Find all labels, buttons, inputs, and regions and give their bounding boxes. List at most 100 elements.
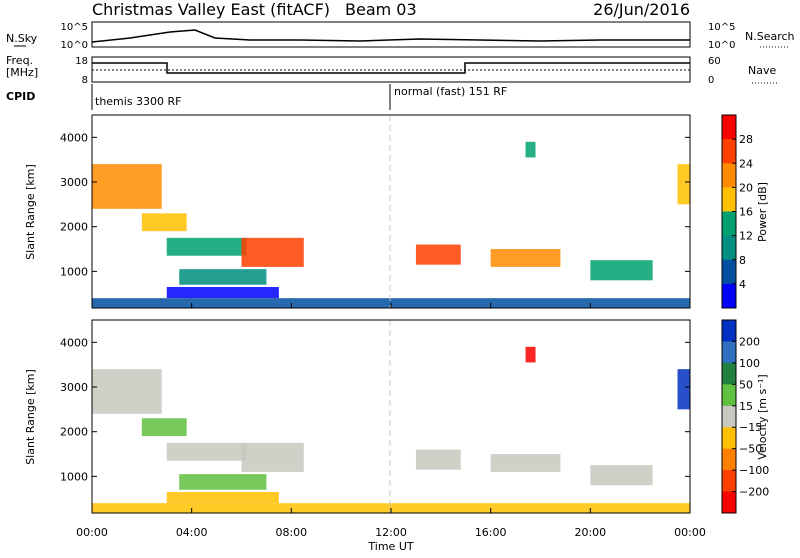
nsky-panel: N.Sky 10^5 10^0 10^5 10^0 N.Search	[6, 21, 795, 51]
velocity-colorbar-tick-label: 100	[739, 357, 760, 370]
nave-tick-bottom: 0	[708, 75, 714, 86]
nave-label: Nave	[748, 64, 776, 77]
power-colorbar-label: Power [dB]	[756, 182, 769, 242]
velocity-colorbar-swatch	[722, 384, 736, 407]
velocity-colorbar-border	[721, 319, 737, 514]
freq-label-2: [MHz]	[6, 66, 38, 79]
nave-tick-top: 60	[708, 56, 721, 67]
power-echo-region	[141, 213, 187, 232]
freq-trace	[92, 62, 690, 74]
power-colorbar-swatch	[722, 115, 736, 140]
power-data-layer	[92, 141, 690, 308]
velocity-ylabel: Slant Range [km]	[24, 369, 37, 465]
power-panel: 1000 2000 3000 4000 Slant Range [km]	[24, 114, 691, 309]
velocity-echo-region	[166, 492, 279, 504]
velocity-colorbar-swatch	[722, 320, 736, 342]
velocity-echo-region	[590, 465, 653, 486]
velocity-echo-region	[166, 442, 247, 461]
velocity-colorbar-tick-label: 200	[739, 335, 760, 348]
nsky-tick-bottom: 10^0	[61, 40, 88, 51]
nsky-label: N.Sky	[6, 32, 38, 45]
power-echo-region	[590, 260, 653, 281]
velocity-colorbar-swatch	[722, 405, 736, 428]
velocity-echo-region	[141, 418, 187, 437]
velocity-ytick-label: 1000	[60, 470, 88, 483]
x-axis-label: Time UT	[367, 540, 413, 553]
x-tick-label: 00:00	[674, 526, 706, 539]
velocity-colorbar-tick-label: 15	[739, 400, 753, 413]
power-colorbar-swatch	[722, 211, 736, 237]
power-colorbar-swatch	[722, 163, 736, 188]
velocity-colorbar-tick-label: −50	[739, 443, 762, 456]
cpid-segment-2: normal (fast) 151 RF	[394, 85, 507, 98]
nsky-trace	[91, 29, 690, 43]
x-tick-label: 12:00	[375, 526, 407, 539]
date-label: 26/Jun/2016	[593, 0, 690, 19]
velocity-colorbar-swatch	[722, 448, 736, 471]
freq-panel: Freq. [MHz] 18 8 60 0 Nave	[6, 54, 778, 86]
velocity-colorbar-swatch	[722, 491, 736, 514]
velocity-colorbar-tick-label: −15	[739, 421, 762, 434]
power-ytick-label: 1000	[60, 265, 88, 278]
power-colorbar-swatch	[722, 259, 736, 285]
power-echo-region	[241, 237, 304, 267]
nsky-tick-top: 10^5	[61, 22, 88, 33]
velocity-ytick-label: 2000	[60, 426, 88, 439]
power-echo-region	[415, 244, 461, 265]
power-ytick-label: 2000	[60, 221, 88, 234]
velocity-colorbar-label: Velocity [m s⁻¹]	[756, 374, 769, 459]
x-tick-label: 04:00	[176, 526, 208, 539]
x-tick-label: 08:00	[275, 526, 307, 539]
velocity-panel: 1000 2000 3000 4000 Slant Range [km]	[24, 319, 691, 514]
time-axis: 00:00 04:00 08:00 12:00 16:00 20:00 00:00	[76, 303, 706, 539]
power-colorbar-swatch	[722, 283, 736, 309]
velocity-echo-region	[415, 449, 461, 470]
power-colorbar-tick-label: 8	[739, 254, 746, 267]
plot-title: Christmas Valley East (fitACF)	[92, 0, 330, 19]
power-colorbar-swatch	[722, 187, 736, 212]
x-tick-label: 20:00	[574, 526, 606, 539]
power-ylabel: Slant Range [km]	[24, 164, 37, 260]
velocity-colorbar-swatch	[722, 470, 736, 493]
cpid-label: CPID	[6, 90, 35, 103]
power-echo-region	[166, 287, 279, 299]
power-colorbar-tick-label: 20	[739, 181, 753, 194]
power-colorbar-tick-label: 12	[739, 230, 753, 243]
power-echo-region	[179, 269, 267, 285]
freq-tick-bottom: 8	[82, 75, 88, 86]
velocity-colorbar-swatch	[722, 341, 736, 364]
velocity-ytick-label: 3000	[60, 381, 88, 394]
velocity-echo-region	[92, 369, 162, 414]
power-colorbar: Power [dB] 28 24 20 16 12 8 4	[721, 114, 769, 309]
cpid-segment-1: themis 3300 RF	[95, 95, 182, 108]
power-echo-region	[525, 141, 536, 158]
velocity-colorbar-swatch	[722, 427, 736, 450]
freq-tick-top: 18	[75, 56, 88, 67]
velocity-colorbar-tick-label: −200	[739, 486, 769, 499]
cpid-strip: CPID themis 3300 RF normal (fast) 151 RF	[6, 84, 507, 110]
velocity-colorbar: Velocity [m s⁻¹] 200 100 50 15 −15 −50 −100 −20…	[721, 319, 769, 514]
power-ytick-label: 4000	[60, 131, 88, 144]
beam-label: Beam 03	[345, 0, 417, 19]
power-colorbar-tick-label: 4	[739, 278, 746, 291]
nsearch-label: N.Search	[745, 30, 795, 43]
nsearch-tick-bottom: 10^0	[708, 40, 735, 51]
velocity-echo-region	[241, 442, 304, 472]
velocity-echo-region	[525, 346, 536, 363]
power-colorbar-tick-label: 24	[739, 157, 753, 170]
velocity-ytick-label: 4000	[60, 336, 88, 349]
power-echo-region	[92, 164, 162, 209]
power-ytick-label: 3000	[60, 176, 88, 189]
velocity-echo-region	[179, 474, 267, 490]
power-colorbar-swatch	[722, 235, 736, 261]
power-echo-region	[490, 249, 561, 267]
velocity-echo-region	[490, 454, 561, 472]
power-colorbar-swatch	[722, 139, 736, 164]
x-tick-label: 00:00	[76, 526, 108, 539]
velocity-colorbar-swatch	[722, 362, 736, 385]
power-echo-region	[166, 237, 247, 256]
nsearch-tick-top: 10^5	[708, 22, 735, 33]
x-tick-label: 16:00	[475, 526, 507, 539]
velocity-data-layer	[92, 346, 690, 513]
